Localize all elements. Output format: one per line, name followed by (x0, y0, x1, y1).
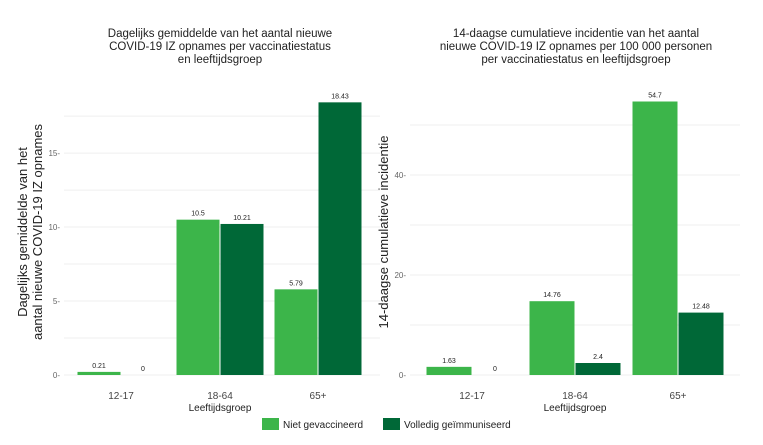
x-axis-label: Leeftijdsgroep (189, 403, 252, 414)
bar-65+-volledig (318, 102, 362, 375)
bar-18-64-volledig (575, 363, 621, 375)
y-tick-label: 40- (394, 171, 406, 180)
data-label: 5.79 (289, 280, 303, 287)
bar-18-64-niet-gevaccineerd (176, 219, 220, 375)
bar-18-64-niet-gevaccineerd (529, 301, 575, 375)
y-tick-label: 0- (53, 371, 60, 380)
chart-panel-1: 0- 5- 10- 15- Dagelijks gemiddelde van het a… (15, 28, 380, 414)
data-label: 0 (493, 366, 497, 373)
data-label: 0 (141, 366, 145, 373)
data-label: 2.4 (593, 354, 603, 361)
y-axis-label-line: Dagelijks gemiddelde van het (15, 147, 30, 317)
data-label: 18.43 (331, 93, 349, 100)
legend-label: Volledig geïmmuniseerd (404, 420, 511, 431)
legend-label: Niet gevaccineerd (283, 420, 363, 431)
bar-18-64-volledig (220, 223, 264, 375)
chart-title-line: nieuwe COVID-19 IZ opnames per 100 000 p… (440, 41, 712, 53)
legend-swatch (383, 418, 400, 430)
data-label: 14.76 (543, 292, 561, 299)
data-label: 12.48 (692, 304, 710, 311)
bar-65+-niet-gevaccineerd (632, 101, 678, 375)
x-tick-label: 18-64 (562, 391, 588, 402)
y-axis-label-line: aantal nieuwe COVID-19 IZ opnames (30, 123, 45, 340)
x-axis-label: Leeftijdsgroep (544, 403, 607, 414)
data-label: 10.21 (233, 215, 251, 222)
y-tick-label: 20- (394, 271, 406, 280)
y-tick-label: 15- (48, 149, 60, 158)
y-axis-label: Dagelijks gemiddelde van hetaantal nieuw… (15, 123, 45, 340)
bar-12-17-niet-gevaccineerd (426, 366, 472, 375)
y-tick-label: 5- (53, 297, 60, 306)
chart-title-line: per vaccinatiestatus en leeftijdsgroep (481, 54, 670, 66)
chart-title-line: en leeftijdsgroep (178, 54, 262, 66)
bar-12-17-niet-gevaccineerd (77, 371, 121, 375)
bar-65+-niet-gevaccineerd (274, 289, 318, 375)
data-label: 10.5 (191, 211, 205, 218)
y-tick-label: 10- (48, 223, 60, 232)
data-label: 54.7 (648, 93, 662, 100)
chart-panel-2: 0-20-40-14-daagse cumulatieve incidentie… (376, 28, 740, 414)
x-tick-label: 65+ (310, 391, 327, 402)
chart-title-line: Dagelijks gemiddelde van het aantal nieu… (108, 28, 332, 40)
y-axis-label: 14-daagse cumulatieve incidentie (376, 136, 391, 329)
data-label: 1.63 (442, 358, 456, 365)
legend: Niet gevaccineerd Volledig geïmmuniseerd (262, 418, 511, 431)
data-label: 0.21 (92, 363, 106, 370)
legend-swatch (262, 418, 279, 430)
x-tick-label: 18-64 (207, 391, 233, 402)
y-tick-label: 0- (399, 371, 406, 380)
bar-65+-volledig (678, 312, 724, 375)
x-tick-label: 65+ (670, 391, 687, 402)
y-axis-label-line: 14-daagse cumulatieve incidentie (376, 136, 391, 329)
x-tick-label: 12-17 (108, 391, 134, 402)
chart-title-line: COVID-19 IZ opnames per vaccinatiestatus (109, 41, 331, 53)
x-tick-label: 12-17 (459, 391, 485, 402)
chart-title-line: 14-daagse cumulatieve incidentie van het… (453, 28, 699, 40)
